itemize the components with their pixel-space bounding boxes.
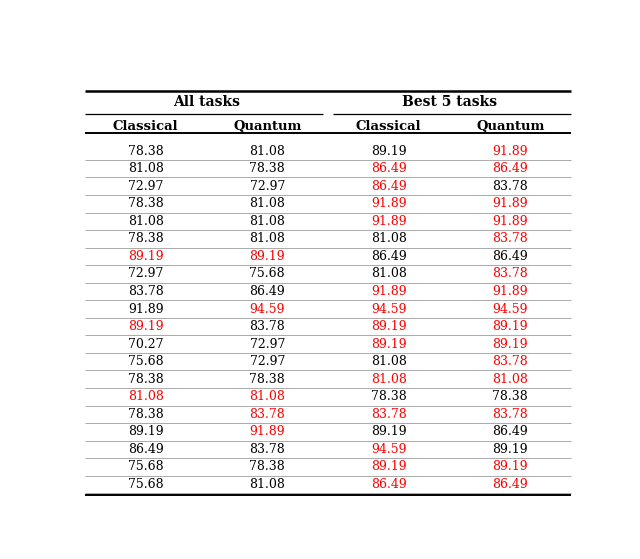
Text: 81.08: 81.08 (371, 233, 406, 245)
Text: 83.78: 83.78 (250, 408, 285, 421)
Text: 72.97: 72.97 (250, 180, 285, 193)
Text: 83.78: 83.78 (492, 408, 528, 421)
Text: 72.97: 72.97 (128, 180, 163, 193)
Text: Best 5 tasks: Best 5 tasks (402, 95, 497, 109)
Text: 83.78: 83.78 (492, 355, 528, 368)
Text: 94.59: 94.59 (493, 302, 528, 315)
Text: 89.19: 89.19 (492, 338, 528, 350)
Text: 86.49: 86.49 (250, 285, 285, 298)
Text: 91.89: 91.89 (128, 302, 164, 315)
Text: 78.38: 78.38 (250, 461, 285, 473)
Text: 91.89: 91.89 (371, 197, 406, 210)
Text: 83.78: 83.78 (250, 443, 285, 456)
Text: 83.78: 83.78 (492, 233, 528, 245)
Text: 78.38: 78.38 (128, 197, 164, 210)
Text: Quantum: Quantum (476, 120, 545, 133)
Text: Classical: Classical (356, 120, 422, 133)
Text: 89.19: 89.19 (128, 320, 164, 333)
Text: 72.97: 72.97 (250, 355, 285, 368)
Text: 86.49: 86.49 (371, 250, 406, 263)
Text: Quantum: Quantum (233, 120, 301, 133)
Text: 78.38: 78.38 (371, 390, 406, 403)
Text: 75.68: 75.68 (128, 355, 164, 368)
Text: 72.97: 72.97 (128, 267, 163, 281)
Text: 94.59: 94.59 (371, 443, 406, 456)
Text: 86.49: 86.49 (371, 162, 406, 175)
Text: 81.08: 81.08 (250, 233, 285, 245)
Text: 81.08: 81.08 (371, 373, 406, 386)
Text: 86.49: 86.49 (492, 162, 528, 175)
Text: 70.27: 70.27 (128, 338, 163, 350)
Text: 94.59: 94.59 (371, 302, 406, 315)
Text: 86.49: 86.49 (492, 425, 528, 438)
Text: 89.19: 89.19 (371, 338, 406, 350)
Text: 83.78: 83.78 (250, 320, 285, 333)
Text: 81.08: 81.08 (250, 197, 285, 210)
Text: 86.49: 86.49 (371, 180, 406, 193)
Text: 86.49: 86.49 (128, 443, 164, 456)
Text: 86.49: 86.49 (371, 478, 406, 491)
Text: 72.97: 72.97 (250, 338, 285, 350)
Text: 89.19: 89.19 (492, 443, 528, 456)
Text: 81.08: 81.08 (250, 145, 285, 158)
Text: 89.19: 89.19 (371, 320, 406, 333)
Text: 89.19: 89.19 (492, 461, 528, 473)
Text: 78.38: 78.38 (250, 162, 285, 175)
Text: 89.19: 89.19 (492, 320, 528, 333)
Text: 78.38: 78.38 (128, 145, 164, 158)
Text: 81.08: 81.08 (371, 355, 406, 368)
Text: 89.19: 89.19 (250, 250, 285, 263)
Text: 83.78: 83.78 (492, 180, 528, 193)
Text: 75.68: 75.68 (250, 267, 285, 281)
Text: 89.19: 89.19 (371, 461, 406, 473)
Text: 78.38: 78.38 (128, 233, 164, 245)
Text: 89.19: 89.19 (128, 250, 164, 263)
Text: 81.08: 81.08 (492, 373, 528, 386)
Text: 89.19: 89.19 (371, 425, 406, 438)
Text: 83.78: 83.78 (371, 408, 406, 421)
Text: 78.38: 78.38 (492, 390, 528, 403)
Text: 78.38: 78.38 (250, 373, 285, 386)
Text: 81.08: 81.08 (128, 390, 164, 403)
Text: 89.19: 89.19 (371, 145, 406, 158)
Text: 81.08: 81.08 (128, 162, 164, 175)
Text: All tasks: All tasks (173, 95, 240, 109)
Text: 91.89: 91.89 (250, 425, 285, 438)
Text: 83.78: 83.78 (492, 267, 528, 281)
Text: 86.49: 86.49 (492, 478, 528, 491)
Text: 86.49: 86.49 (492, 250, 528, 263)
Text: 91.89: 91.89 (492, 197, 528, 210)
Text: 91.89: 91.89 (492, 145, 528, 158)
Text: 81.08: 81.08 (250, 215, 285, 228)
Text: 91.89: 91.89 (371, 285, 406, 298)
Text: 89.19: 89.19 (128, 425, 164, 438)
Text: 94.59: 94.59 (250, 302, 285, 315)
Text: 83.78: 83.78 (128, 285, 164, 298)
Text: 75.68: 75.68 (128, 461, 164, 473)
Text: 75.68: 75.68 (128, 478, 164, 491)
Text: 91.89: 91.89 (492, 215, 528, 228)
Text: 91.89: 91.89 (371, 215, 406, 228)
Text: 81.08: 81.08 (250, 478, 285, 491)
Text: 81.08: 81.08 (128, 215, 164, 228)
Text: 81.08: 81.08 (371, 267, 406, 281)
Text: Classical: Classical (113, 120, 179, 133)
Text: 78.38: 78.38 (128, 373, 164, 386)
Text: 78.38: 78.38 (128, 408, 164, 421)
Text: 81.08: 81.08 (250, 390, 285, 403)
Text: 91.89: 91.89 (492, 285, 528, 298)
